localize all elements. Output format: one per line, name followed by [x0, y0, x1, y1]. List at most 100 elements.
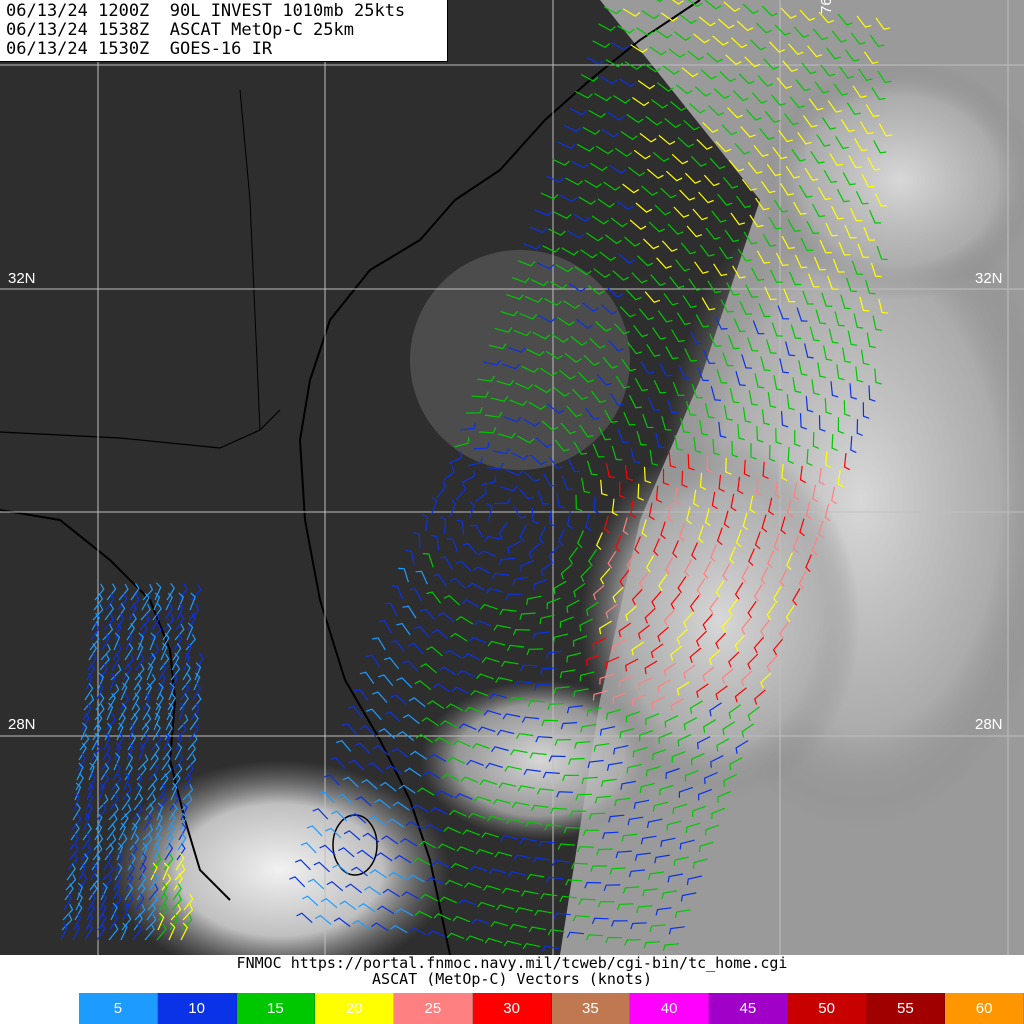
- wind-barb: [704, 771, 718, 785]
- wind-barb: [694, 261, 709, 274]
- wind-barb: [131, 692, 140, 711]
- wind-barb: [850, 207, 863, 222]
- wind-barb: [705, 824, 720, 836]
- wind-barb: [754, 689, 766, 705]
- wind-barb: [542, 771, 560, 779]
- wind-barb: [702, 666, 715, 682]
- wind-barb: [580, 565, 592, 583]
- wind-barb: [454, 437, 470, 448]
- wind-barb: [647, 396, 660, 411]
- wind-barb: [120, 804, 132, 821]
- wind-barb: [580, 724, 597, 733]
- wind-barb: [384, 711, 401, 723]
- wind-barb: [622, 886, 640, 894]
- wind-barb: [184, 642, 193, 661]
- wind-barb: [721, 668, 734, 684]
- wind-barb: [617, 428, 629, 443]
- wind-barb: [862, 402, 870, 419]
- wind-barb: [591, 215, 610, 225]
- wind-barb: [689, 700, 703, 715]
- wind-barb: [129, 833, 140, 851]
- wind-barb: [798, 184, 813, 198]
- wind-barb: [752, 320, 765, 335]
- wind-barb: [682, 295, 697, 308]
- wind-barb: [722, 176, 739, 189]
- wind-barb: [540, 667, 557, 675]
- wind-barb: [513, 854, 532, 861]
- wind-barb: [689, 103, 706, 114]
- footer: FNMOC https://portal.fnmoc.navy.mil/tcwe…: [0, 955, 1024, 993]
- wind-barb: [772, 147, 788, 160]
- wind-barb: [633, 149, 651, 160]
- wind-barb: [473, 795, 492, 802]
- wind-barb: [614, 147, 633, 157]
- wind-barb: [118, 702, 127, 721]
- wind-barb: [642, 888, 659, 897]
- wind-barb: [530, 454, 547, 466]
- wind-barb: [600, 778, 617, 788]
- wind-barb: [643, 63, 661, 73]
- wind-barb: [376, 905, 395, 915]
- wind-barb: [573, 582, 586, 598]
- wind-barb: [754, 373, 765, 389]
- wind-barb: [126, 622, 136, 641]
- wind-barb: [162, 743, 172, 761]
- wind-barb: [854, 138, 868, 152]
- wind-barb: [122, 902, 130, 921]
- wind-barb: [541, 420, 559, 431]
- wind-barb: [111, 652, 121, 671]
- wind-barb: [126, 742, 134, 761]
- wind-barb: [875, 17, 891, 30]
- wind-barb: [137, 632, 145, 651]
- wind-barb: [368, 815, 386, 826]
- wind-barb: [730, 493, 737, 512]
- wind-barb: [742, 407, 752, 423]
- wind-barb: [91, 853, 101, 871]
- lat-label-32n-left: 32N: [8, 270, 36, 287]
- wind-barb: [553, 912, 571, 919]
- wind-barb: [162, 862, 170, 881]
- wind-barb: [586, 707, 602, 717]
- wind-barb: [672, 381, 685, 396]
- wind-barb: [168, 803, 178, 821]
- wind-barb: [176, 723, 187, 741]
- wind-barb: [637, 255, 654, 267]
- wind-barb: [342, 776, 359, 788]
- wind-barb: [864, 51, 879, 64]
- wind-barb: [786, 499, 793, 518]
- wind-barb: [662, 65, 680, 75]
- wind-barb: [430, 806, 448, 815]
- wind-barb: [843, 452, 851, 471]
- wind-barb: [314, 914, 332, 926]
- wind-barb: [175, 853, 185, 871]
- wind-barb: [150, 862, 158, 881]
- wind-barb: [505, 469, 524, 477]
- wind-barb: [332, 864, 349, 875]
- wind-barb: [465, 935, 484, 942]
- wind-barb: [534, 209, 553, 217]
- wind-barb: [838, 241, 851, 256]
- wind-barb: [92, 843, 103, 861]
- wind-barb: [672, 803, 688, 815]
- wind-barb: [581, 477, 591, 494]
- wind-barb: [694, 86, 712, 97]
- wind-barb: [851, 260, 863, 275]
- wind-barb: [93, 713, 103, 731]
- wind-barb: [530, 279, 549, 287]
- info-header: 06/13/24 1200Z 90L INVEST 1010mb 25kts 0…: [0, 0, 448, 62]
- wind-barb: [472, 566, 491, 574]
- wind-barb: [528, 401, 546, 411]
- wind-barb: [394, 854, 412, 864]
- wind-barb: [411, 804, 429, 813]
- wind-barb: [670, 698, 684, 712]
- wind-barb: [716, 527, 723, 546]
- wind-barb: [601, 128, 619, 138]
- wind-barb: [649, 449, 659, 466]
- wind-barb: [622, 517, 629, 536]
- wind-barb: [549, 456, 564, 469]
- wind-barb: [731, 37, 748, 49]
- wind-barb: [731, 440, 739, 458]
- wind-barb: [73, 792, 81, 811]
- wind-barb: [450, 632, 468, 642]
- wind-barb: [385, 764, 403, 775]
